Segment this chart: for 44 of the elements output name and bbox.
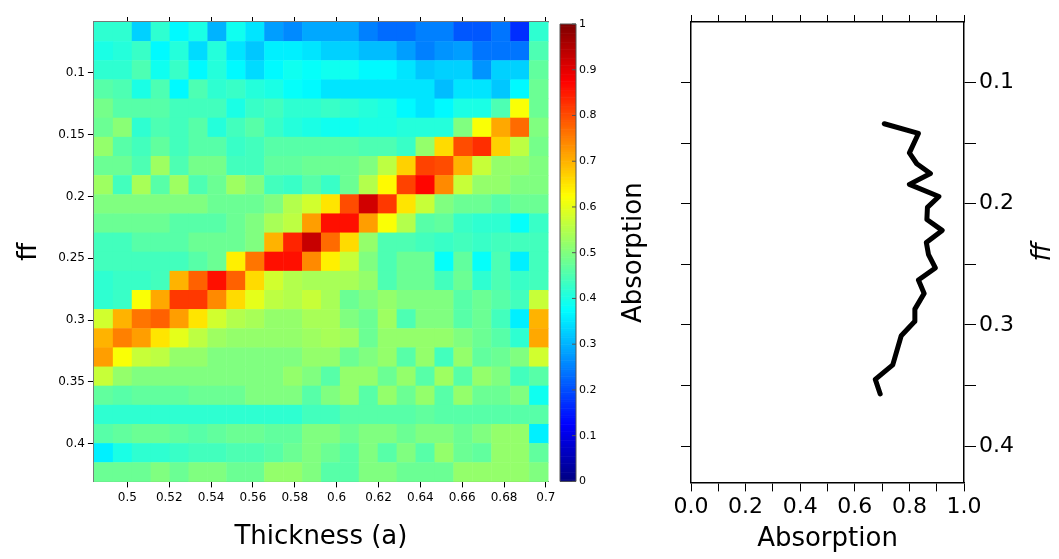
color-bar-label: 0.9 [579,62,597,76]
y-axis-title: ff [12,241,43,261]
y-tick-label: 0.4 [65,435,85,450]
color-bar-title: Absorption [616,182,647,324]
color-bar-label: 0.7 [579,154,597,168]
y-tick-label: 0.3 [979,310,1015,336]
x-tick-label: 0.56 [239,489,267,504]
x-tick-label: 0.58 [281,489,309,504]
y-tick-label: 0.1 [979,68,1015,94]
x-tick-label: 0.68 [490,489,518,504]
x-axis-title: Absorption [757,522,898,553]
y-tick-label: 0.15 [58,126,85,141]
x-axis-title: Thickness (a) [233,520,408,551]
color-bar-label: 0.3 [579,337,597,351]
x-tick-label: 0.64 [407,489,434,504]
color-bar-label: 0.5 [579,245,597,259]
y-tick-label: 0.3 [65,312,85,327]
color-bar-label: 0.6 [579,199,597,213]
x-tick-label: 0.54 [197,489,225,504]
y-tick-label: 0.2 [979,189,1015,215]
color-bar-label: 0.8 [579,108,597,122]
x-tick-label: 1.0 [946,493,982,519]
x-tick-label: 0.7 [536,489,556,504]
x-tick-label: 0.52 [155,489,183,504]
y-tick-label: 0.35 [58,374,85,389]
color-bar-label: 1 [579,16,586,30]
x-tick-label: 0.2 [728,493,764,519]
x-tick-label: 0.66 [448,489,476,504]
x-tick-label: 0.62 [365,489,392,504]
color-bar-label: 0.4 [579,291,597,305]
x-tick-label: 0.6 [327,489,347,504]
y-tick-label: 0.25 [58,250,85,265]
x-tick-label: 0.8 [891,493,927,519]
y-axis-title: ff [1025,239,1056,262]
x-tick-label: 0.0 [673,493,709,519]
color-bar-label: 0 [579,474,586,488]
x-tick-label: 0.5 [117,489,137,504]
color-bar-label: 0.2 [579,382,597,396]
y-tick-label: 0.2 [65,188,85,203]
y-tick-label: 0.4 [979,431,1015,457]
x-tick-label: 0.4 [782,493,818,519]
y-tick-label: 0.1 [65,65,85,80]
x-tick-label: 0.6 [837,493,873,519]
color-bar-label: 0.1 [579,428,597,442]
